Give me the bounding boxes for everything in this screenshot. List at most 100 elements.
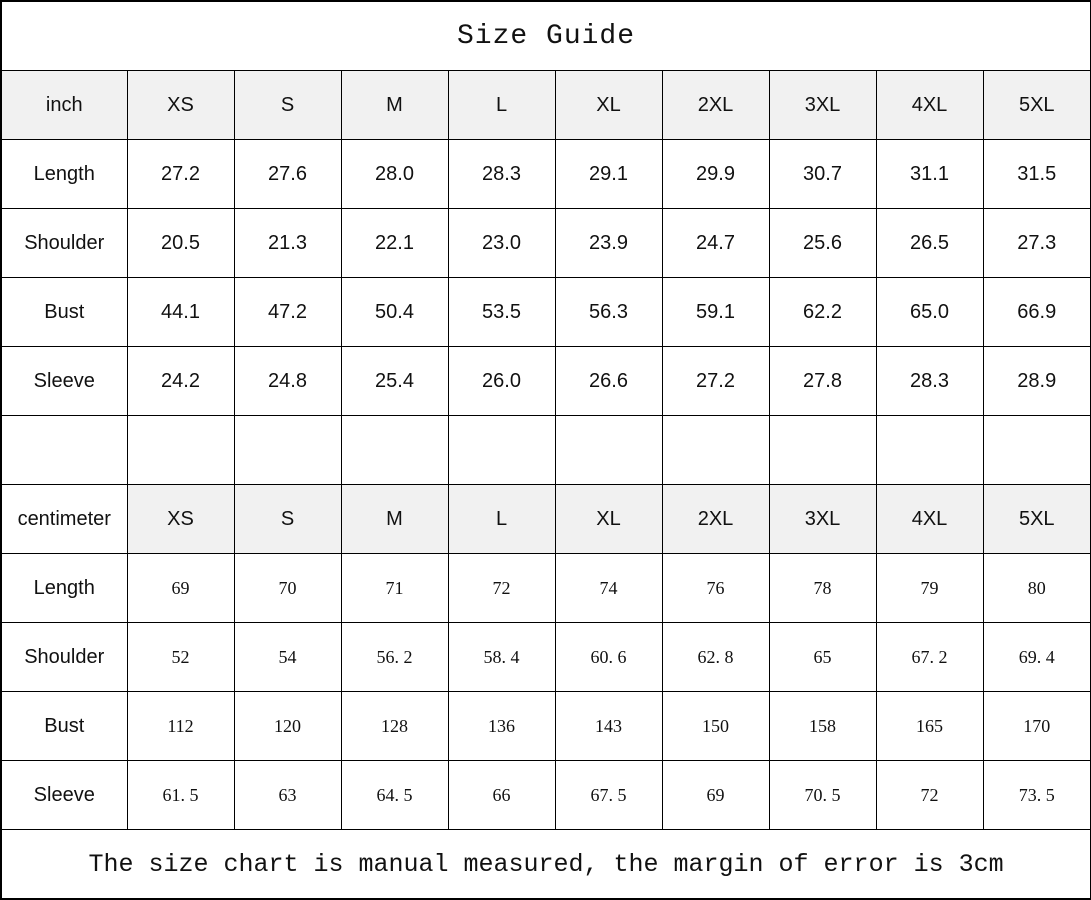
spacer-row	[0, 415, 1091, 485]
row-label: Sleeve	[0, 760, 128, 830]
table-cell: 79	[875, 553, 984, 623]
table-cell: 30.7	[768, 139, 877, 209]
table-cell: 158	[768, 691, 877, 761]
centimeter-header-row: centimeter XS S M L XL 2XL 3XL 4XL 5XL	[0, 484, 1091, 554]
table-cell: 53.5	[447, 277, 556, 347]
size-header-xs: XS	[126, 70, 235, 140]
inch-bust-row: Bust 44.1 47.2 50.4 53.5 56.3 59.1 62.2 …	[0, 277, 1091, 347]
table-cell: 165	[875, 691, 984, 761]
row-label: Shoulder	[0, 622, 128, 692]
table-cell: 22.1	[340, 208, 449, 278]
table-cell: 24.7	[661, 208, 770, 278]
table-cell: 27.8	[768, 346, 877, 416]
size-header-m: M	[340, 484, 449, 554]
table-cell: 28.3	[447, 139, 556, 209]
empty-cell	[661, 415, 770, 485]
table-cell: 58. 4	[447, 622, 556, 692]
table-cell: 25.6	[768, 208, 877, 278]
size-header-2xl: 2XL	[661, 484, 770, 554]
empty-cell	[982, 415, 1091, 485]
table-cell: 120	[233, 691, 342, 761]
table-cell: 23.9	[554, 208, 663, 278]
size-header-5xl: 5XL	[982, 70, 1091, 140]
empty-cell	[768, 415, 877, 485]
footer-row: The size chart is manual measured, the m…	[0, 829, 1091, 900]
table-cell: 26.6	[554, 346, 663, 416]
table-cell: 73. 5	[982, 760, 1091, 830]
table-cell: 66.9	[982, 277, 1091, 347]
table-cell: 52	[126, 622, 235, 692]
table-cell: 27.3	[982, 208, 1091, 278]
table-cell: 66	[447, 760, 556, 830]
table-cell: 28.3	[875, 346, 984, 416]
table-cell: 80	[982, 553, 1091, 623]
empty-cell	[126, 415, 235, 485]
empty-cell	[447, 415, 556, 485]
table-cell: 67. 5	[554, 760, 663, 830]
table-cell: 69	[661, 760, 770, 830]
table-cell: 143	[554, 691, 663, 761]
size-header-4xl: 4XL	[875, 70, 984, 140]
table-cell: 65.0	[875, 277, 984, 347]
table-cell: 70. 5	[768, 760, 877, 830]
table-cell: 24.8	[233, 346, 342, 416]
table-cell: 63	[233, 760, 342, 830]
table-cell: 28.9	[982, 346, 1091, 416]
table-cell: 71	[340, 553, 449, 623]
table-cell: 23.0	[447, 208, 556, 278]
size-header-s: S	[233, 484, 342, 554]
table-cell: 136	[447, 691, 556, 761]
inch-length-row: Length 27.2 27.6 28.0 28.3 29.1 29.9 30.…	[0, 139, 1091, 209]
size-header-xs: XS	[126, 484, 235, 554]
table-cell: 65	[768, 622, 877, 692]
empty-cell	[875, 415, 984, 485]
table-cell: 72	[875, 760, 984, 830]
row-label: Bust	[0, 691, 128, 761]
inch-sleeve-row: Sleeve 24.2 24.8 25.4 26.0 26.6 27.2 27.…	[0, 346, 1091, 416]
size-header-3xl: 3XL	[768, 70, 877, 140]
table-cell: 25.4	[340, 346, 449, 416]
table-cell: 56. 2	[340, 622, 449, 692]
cm-sleeve-row: Sleeve 61. 5 63 64. 5 66 67. 5 69 70. 5 …	[0, 760, 1091, 830]
size-header-m: M	[340, 70, 449, 140]
title-row: Size Guide	[0, 0, 1091, 71]
table-cell: 26.5	[875, 208, 984, 278]
table-cell: 150	[661, 691, 770, 761]
table-cell: 67. 2	[875, 622, 984, 692]
table-cell: 44.1	[126, 277, 235, 347]
size-header-3xl: 3XL	[768, 484, 877, 554]
empty-cell	[233, 415, 342, 485]
table-cell: 26.0	[447, 346, 556, 416]
table-cell: 64. 5	[340, 760, 449, 830]
row-label: Length	[0, 553, 128, 623]
table-cell: 72	[447, 553, 556, 623]
table-cell: 56.3	[554, 277, 663, 347]
measurement-note: The size chart is manual measured, the m…	[0, 829, 1091, 900]
table-cell: 170	[982, 691, 1091, 761]
table-cell: 62. 8	[661, 622, 770, 692]
empty-cell	[0, 415, 128, 485]
table-cell: 24.2	[126, 346, 235, 416]
table-cell: 61. 5	[126, 760, 235, 830]
table-cell: 76	[661, 553, 770, 623]
table-cell: 21.3	[233, 208, 342, 278]
table-cell: 62.2	[768, 277, 877, 347]
size-header-2xl: 2XL	[661, 70, 770, 140]
table-cell: 74	[554, 553, 663, 623]
table-cell: 50.4	[340, 277, 449, 347]
table-cell: 47.2	[233, 277, 342, 347]
table-cell: 29.9	[661, 139, 770, 209]
row-label: Sleeve	[0, 346, 128, 416]
row-label: Length	[0, 139, 128, 209]
row-label: Bust	[0, 277, 128, 347]
table-cell: 27.2	[661, 346, 770, 416]
table-cell: 27.2	[126, 139, 235, 209]
cm-shoulder-row: Shoulder 52 54 56. 2 58. 4 60. 6 62. 8 6…	[0, 622, 1091, 692]
table-cell: 54	[233, 622, 342, 692]
table-cell: 69. 4	[982, 622, 1091, 692]
cm-length-row: Length 69 70 71 72 74 76 78 79 80	[0, 553, 1091, 623]
size-header-4xl: 4XL	[875, 484, 984, 554]
size-header-s: S	[233, 70, 342, 140]
